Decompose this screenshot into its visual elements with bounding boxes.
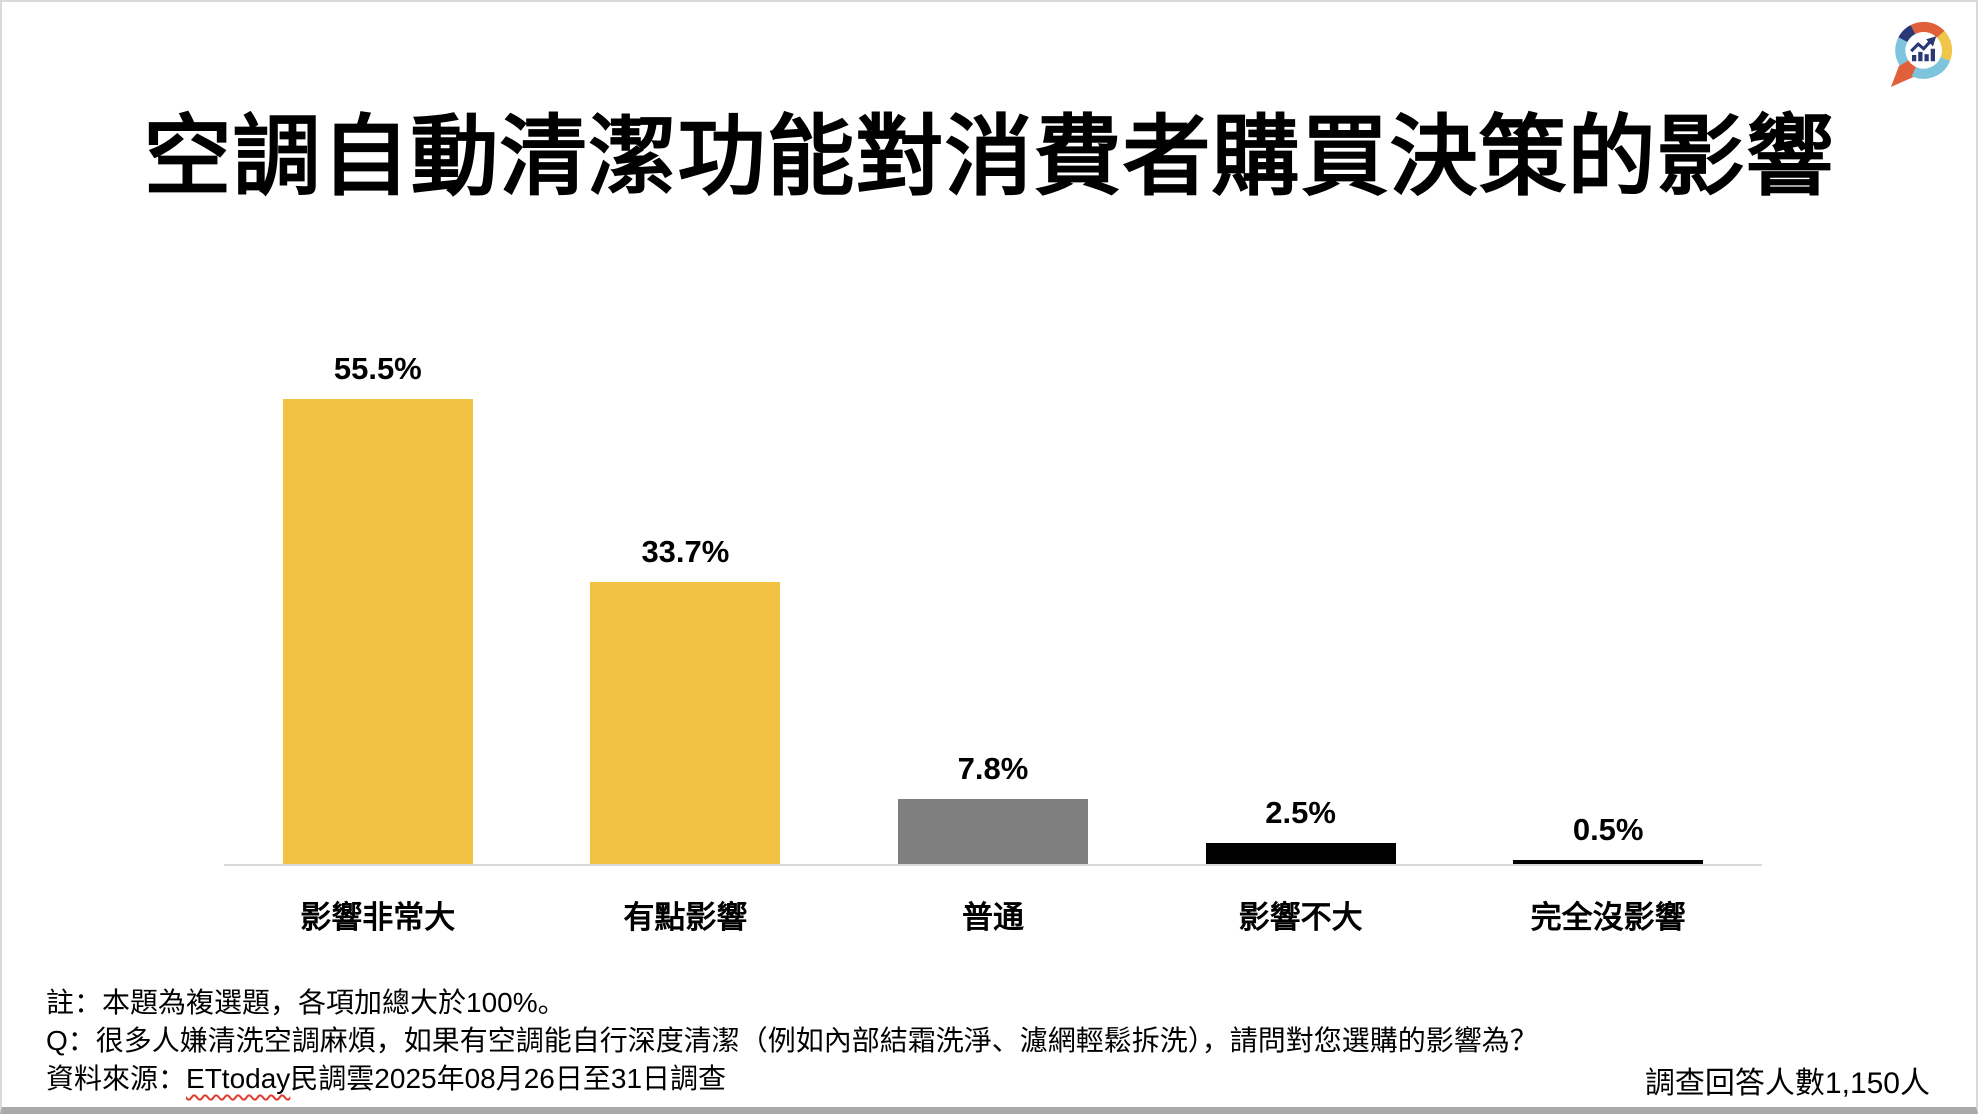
footnote-source: 資料來源：ETtoday民調雲2025年08月26日至31日調查: [46, 1060, 1538, 1098]
source-brand: ETtoday: [186, 1063, 291, 1094]
category-axis: 影響非常大 有點影響 普通 影響不大 完全沒影響: [224, 892, 1762, 937]
bar: [282, 398, 473, 864]
source-suffix: 民調雲2025年08月26日至31日調查: [290, 1063, 727, 1094]
category-label: 普通: [961, 900, 1024, 935]
logo-ring-lightblue-left: [1895, 37, 1909, 66]
bar: [897, 798, 1088, 864]
bar-slot: 0.5%: [1454, 302, 1762, 864]
footnotes: 註：本題為複選題，各項加總大於100%。 Q：很多人嫌清洗空調麻煩，如果有空調能…: [46, 984, 1538, 1098]
source-prefix: 資料來源：: [46, 1063, 187, 1094]
category-label: 有點影響: [623, 900, 748, 935]
bar-value-label: 33.7%: [641, 533, 730, 569]
bar-slot: 2.5%: [1147, 302, 1455, 864]
respondent-count: 調查回答人數1,150人: [1644, 1067, 1930, 1100]
category-label: 完全沒影響: [1530, 900, 1686, 935]
bar: [1205, 843, 1396, 864]
logo-barchart-icon: [1910, 36, 1937, 62]
bar-value-label: 7.8%: [957, 750, 1029, 786]
bar-slot: 55.5%: [224, 302, 532, 864]
logo-ring-yellow: [1936, 30, 1953, 61]
plot-area: 55.5% 33.7% 7.8% 2.5% 0.5%: [224, 302, 1762, 866]
footnote-multiselect: 註：本題為複選題，各項加總大於100%。: [46, 987, 566, 1018]
logo-ring-navy: [1898, 24, 1916, 43]
bar-value-label: 55.5%: [333, 350, 422, 386]
ettoday-poll-cloud-logo: [1890, 21, 1953, 87]
bar-value-label: 0.5%: [1572, 811, 1644, 847]
page-title: 空調自動清潔功能對消費者購買決策的影響: [143, 107, 1835, 206]
logo-ring-orange-small: [1899, 60, 1917, 77]
logo-ring-orange: [1910, 21, 1945, 39]
bar: [1513, 859, 1704, 864]
bar: [590, 581, 781, 864]
logo-bubble-tail: [1890, 60, 1919, 87]
footnote-question: Q：很多人嫌清洗空調麻煩，如果有空調能自行深度清潔（例如內部結霜洗淨、濾網輕鬆拆…: [46, 1025, 1538, 1056]
category-label: 影響非常大: [300, 900, 456, 935]
category-label: 影響不大: [1238, 900, 1363, 935]
bar-value-label: 2.5%: [1265, 795, 1336, 831]
bar-slot: 7.8%: [839, 302, 1147, 864]
logo-ring-lightblue-bottom: [1911, 56, 1951, 79]
bar-slot: 33.7%: [532, 302, 840, 864]
